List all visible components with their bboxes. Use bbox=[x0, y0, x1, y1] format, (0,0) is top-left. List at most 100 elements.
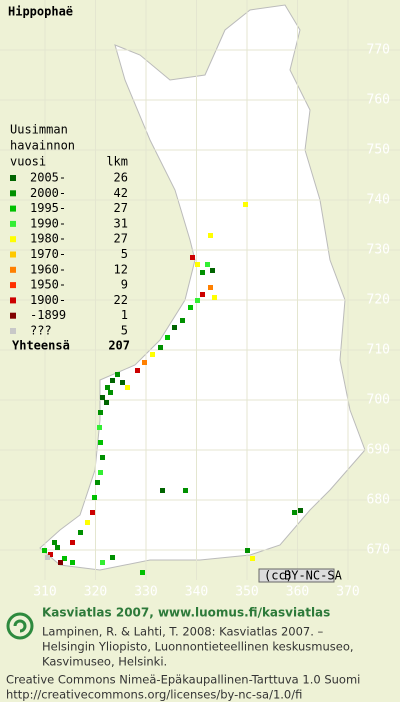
legend-label: 1995- bbox=[30, 201, 66, 215]
occurrence-square bbox=[97, 425, 102, 430]
occurrence-square bbox=[100, 455, 105, 460]
occurrence-square bbox=[108, 390, 113, 395]
citation: Lampinen, R. & Lahti, T. 2008: Kasviatla… bbox=[42, 625, 324, 639]
cc-badge bbox=[258, 568, 335, 583]
occurrence-square bbox=[200, 292, 205, 297]
occurrence-square bbox=[158, 345, 163, 350]
occurrence-square bbox=[52, 540, 57, 545]
legend-heading: havainnon bbox=[10, 139, 75, 153]
x-grid-label: 320 bbox=[84, 585, 107, 600]
occurrence-square bbox=[188, 305, 193, 310]
legend-swatch bbox=[10, 328, 16, 334]
y-grid-label: 670 bbox=[367, 543, 390, 558]
legend-count: 1 bbox=[121, 308, 128, 322]
occurrence-square bbox=[208, 285, 213, 290]
footer-heading: Kasviatlas 2007, www.luomus.fi/kasviatla… bbox=[42, 606, 330, 620]
legend-swatch bbox=[10, 220, 16, 227]
legend-count: 26 bbox=[114, 171, 128, 185]
x-grid-label: 340 bbox=[185, 585, 208, 600]
cc-mark: (cc) bbox=[264, 569, 293, 583]
legend-total: 207 bbox=[108, 339, 130, 353]
occurrence-square bbox=[298, 508, 303, 513]
occurrence-square bbox=[78, 530, 83, 535]
occurrence-square bbox=[90, 510, 95, 515]
legend-swatch bbox=[10, 205, 16, 212]
y-grid-label: 720 bbox=[367, 293, 390, 308]
x-grid-label: 360 bbox=[286, 585, 309, 600]
legend-swatch bbox=[10, 312, 16, 319]
occurrence-square bbox=[140, 570, 145, 575]
legend-label: 1980- bbox=[30, 232, 66, 246]
x-grid-label: 350 bbox=[235, 585, 258, 600]
occurrence-square bbox=[62, 556, 67, 561]
occurrence-square bbox=[190, 255, 195, 260]
legend-swatch bbox=[10, 190, 16, 197]
citation: Helsingin Yliopisto, Luonnontieteellinen… bbox=[42, 640, 354, 654]
y-grid-label: 680 bbox=[367, 493, 390, 508]
occurrence-square bbox=[120, 380, 125, 385]
legend-count: 5 bbox=[121, 247, 128, 261]
legend-count: 5 bbox=[121, 324, 128, 338]
legend-count: 12 bbox=[114, 262, 128, 276]
legend-count: 27 bbox=[114, 201, 128, 215]
legend-count: 9 bbox=[121, 278, 128, 292]
cc-badge-text: BY-NC-SA bbox=[284, 569, 343, 583]
y-grid-label: 690 bbox=[367, 443, 390, 458]
occurrence-square bbox=[110, 555, 115, 560]
occurrence-square bbox=[205, 262, 210, 267]
occurrence-square bbox=[104, 400, 109, 405]
occurrence-square bbox=[142, 360, 147, 365]
occurrence-square bbox=[160, 488, 165, 493]
legend-count: 31 bbox=[114, 216, 128, 230]
y-grid-label: 730 bbox=[367, 243, 390, 258]
legend-label: 1900- bbox=[30, 293, 66, 307]
occurrence-square bbox=[212, 295, 217, 300]
occurrence-square bbox=[115, 372, 120, 377]
occurrence-square bbox=[200, 270, 205, 275]
y-grid-label: 700 bbox=[367, 393, 390, 408]
legend-label: 1960- bbox=[30, 262, 66, 276]
legend-label: 2005- bbox=[30, 171, 66, 185]
y-grid-label: 750 bbox=[367, 143, 390, 158]
legend-label: -1899 bbox=[30, 308, 66, 322]
legend: 2005- 26 2000- 42 1995- 27 1990- 31 1980- 27 1970-… bbox=[10, 171, 128, 338]
y-grid-label: 740 bbox=[367, 193, 390, 208]
legend-label: 1990- bbox=[30, 216, 66, 230]
occurrence-square bbox=[55, 545, 60, 550]
occurrence-square bbox=[100, 560, 105, 565]
legend-count: 42 bbox=[114, 186, 128, 200]
occurrence-square bbox=[100, 395, 105, 400]
legend-swatch bbox=[10, 282, 16, 289]
occurrence-square bbox=[172, 325, 177, 330]
occurrence-square bbox=[58, 560, 63, 565]
occurrence-square bbox=[150, 352, 155, 357]
occurrence-dots bbox=[42, 202, 303, 575]
citation: Kasvimuseo, Helsinki. bbox=[42, 655, 167, 669]
legend-count: 27 bbox=[114, 232, 128, 246]
occurrence-square bbox=[85, 520, 90, 525]
legend-count-heading: lkm bbox=[106, 155, 128, 169]
legend-swatch bbox=[10, 175, 16, 181]
occurrence-square bbox=[245, 548, 250, 553]
occurrence-square bbox=[105, 385, 110, 390]
occurrence-square bbox=[125, 385, 130, 390]
y-grid-label: 710 bbox=[367, 343, 390, 358]
occurrence-square bbox=[110, 378, 115, 383]
occurrence-square bbox=[92, 495, 97, 500]
legend-swatch bbox=[10, 297, 16, 304]
occurrence-square bbox=[98, 410, 103, 415]
occurrence-square bbox=[98, 470, 103, 475]
legend-count: 22 bbox=[114, 293, 128, 307]
occurrence-square bbox=[48, 552, 53, 557]
y-grid-label: 760 bbox=[367, 93, 390, 108]
finland-outline bbox=[39, 4, 366, 571]
occurrence-square bbox=[180, 318, 185, 323]
occurrence-square bbox=[45, 555, 50, 560]
occurrence-square bbox=[292, 510, 297, 515]
x-grid-label: 370 bbox=[336, 585, 359, 600]
license: http://creativecommons.org/licenses/by-n… bbox=[6, 688, 302, 702]
occurrence-square bbox=[165, 335, 170, 340]
occurrence-square bbox=[98, 440, 103, 445]
occurrence-square bbox=[243, 202, 248, 207]
occurrence-square bbox=[42, 548, 47, 553]
